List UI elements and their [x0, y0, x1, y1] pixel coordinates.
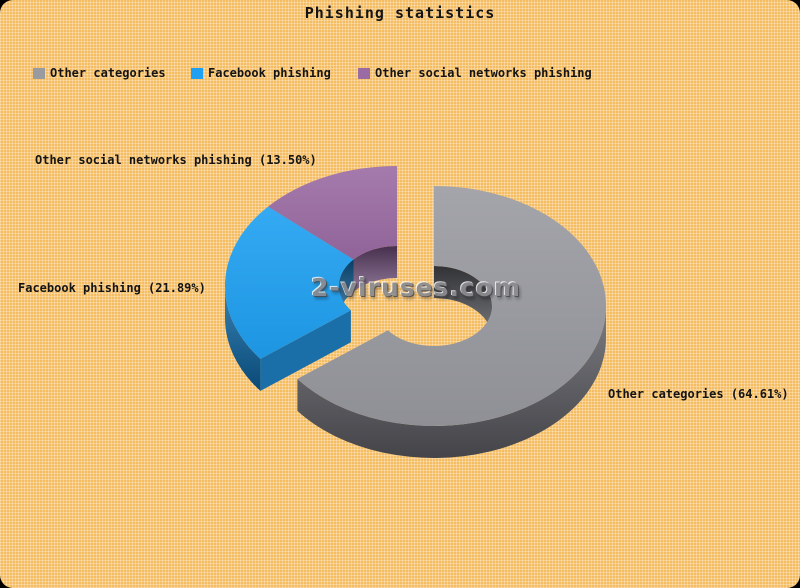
pie-slice-other-social-networks-phishing-top — [268, 165, 397, 260]
legend-item-label: Other social networks phishing — [375, 66, 592, 80]
pie-slice-facebook-phishing-outer-wall — [225, 286, 261, 391]
pie-slice-other-categories-outer-wall — [297, 306, 606, 458]
pie-slice-other-categories-top — [297, 186, 607, 426]
legend-swatch-gray — [33, 67, 45, 79]
legend-item-other-categories: Other categories — [33, 66, 166, 80]
legend-item-facebook-phishing: Facebook phishing — [191, 66, 331, 80]
pie-slice-other-social-networks-phishing-inner-wall — [353, 245, 397, 292]
slice-label-other-social-networks: Other social networks phishing (13.50%) — [35, 153, 317, 167]
watermark: 2-viruses.com — [310, 273, 522, 302]
slice-label-other-categories: Other categories (64.61%) — [608, 387, 789, 401]
legend-item-label: Other categories — [50, 66, 166, 80]
pie-slice-facebook-phishing-top — [224, 206, 354, 359]
chart-title: Phishing statistics — [304, 4, 496, 22]
legend-item-other-social-networks: Other social networks phishing — [358, 66, 592, 80]
legend-swatch-blue — [191, 67, 203, 79]
legend-item-label: Facebook phishing — [208, 66, 331, 80]
legend-swatch-purple — [358, 67, 370, 79]
slice-label-facebook-phishing: Facebook phishing (21.89%) — [18, 281, 206, 295]
pie-slice-facebook-phishing-cut-face — [260, 310, 351, 391]
pie-slice-other-categories-inner-wall — [434, 266, 492, 338]
legend: Other categories Facebook phishing Other… — [0, 66, 800, 84]
